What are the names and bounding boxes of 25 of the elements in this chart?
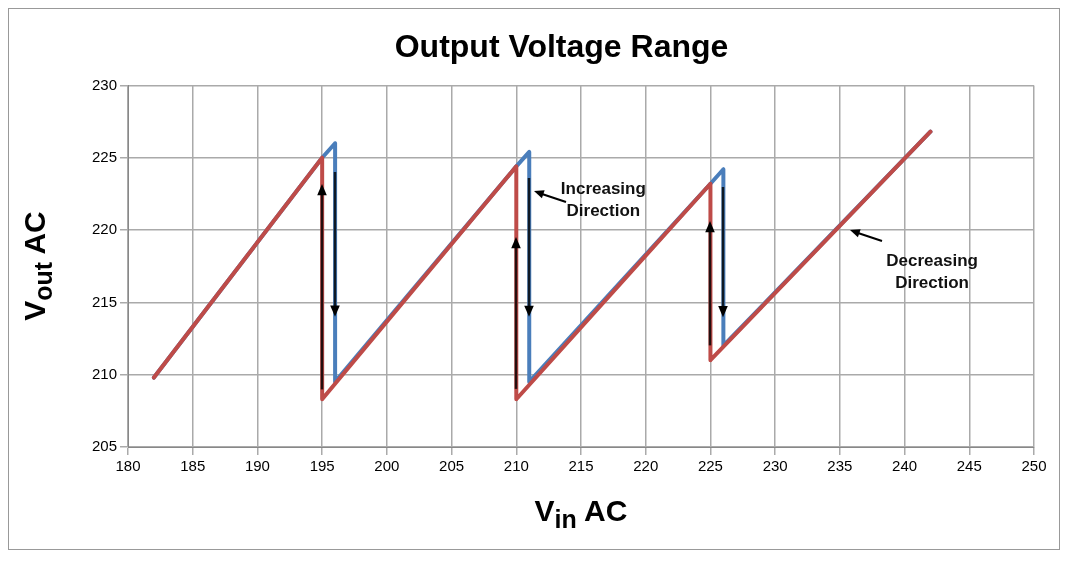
x-tick-label: 225 (697, 457, 723, 475)
x-tick-label: 235 (827, 457, 853, 475)
annotation: Increasing Direction (559, 177, 647, 222)
y-tick-label: 215 (92, 292, 118, 310)
x-tick-label: 190 (244, 457, 270, 475)
y-tick-label: 210 (92, 364, 118, 382)
x-tick-label: 215 (568, 457, 594, 475)
x-tick-label: 250 (1021, 457, 1047, 475)
x-tick-label: 230 (762, 457, 788, 475)
x-tick-label: 205 (439, 457, 465, 475)
chart-title: Output Voltage Range (394, 28, 729, 65)
y-tick-label: 225 (92, 147, 118, 165)
x-axis-title: V$_{in}$ AC (534, 494, 628, 534)
annotation: Decreasing Direction (885, 250, 979, 295)
y-tick-label: 220 (92, 220, 118, 238)
x-tick-label: 185 (180, 457, 206, 475)
x-tick-label: 180 (115, 457, 141, 475)
x-tick-label: 245 (956, 457, 982, 475)
x-tick-label: 220 (633, 457, 659, 475)
x-tick-label: 210 (503, 457, 529, 475)
y-tick-label: 205 (92, 437, 118, 455)
x-tick-label: 240 (892, 457, 918, 475)
x-tick-label: 200 (374, 457, 400, 475)
y-tick-label: 230 (92, 75, 118, 93)
x-tick-label: 195 (309, 457, 335, 475)
